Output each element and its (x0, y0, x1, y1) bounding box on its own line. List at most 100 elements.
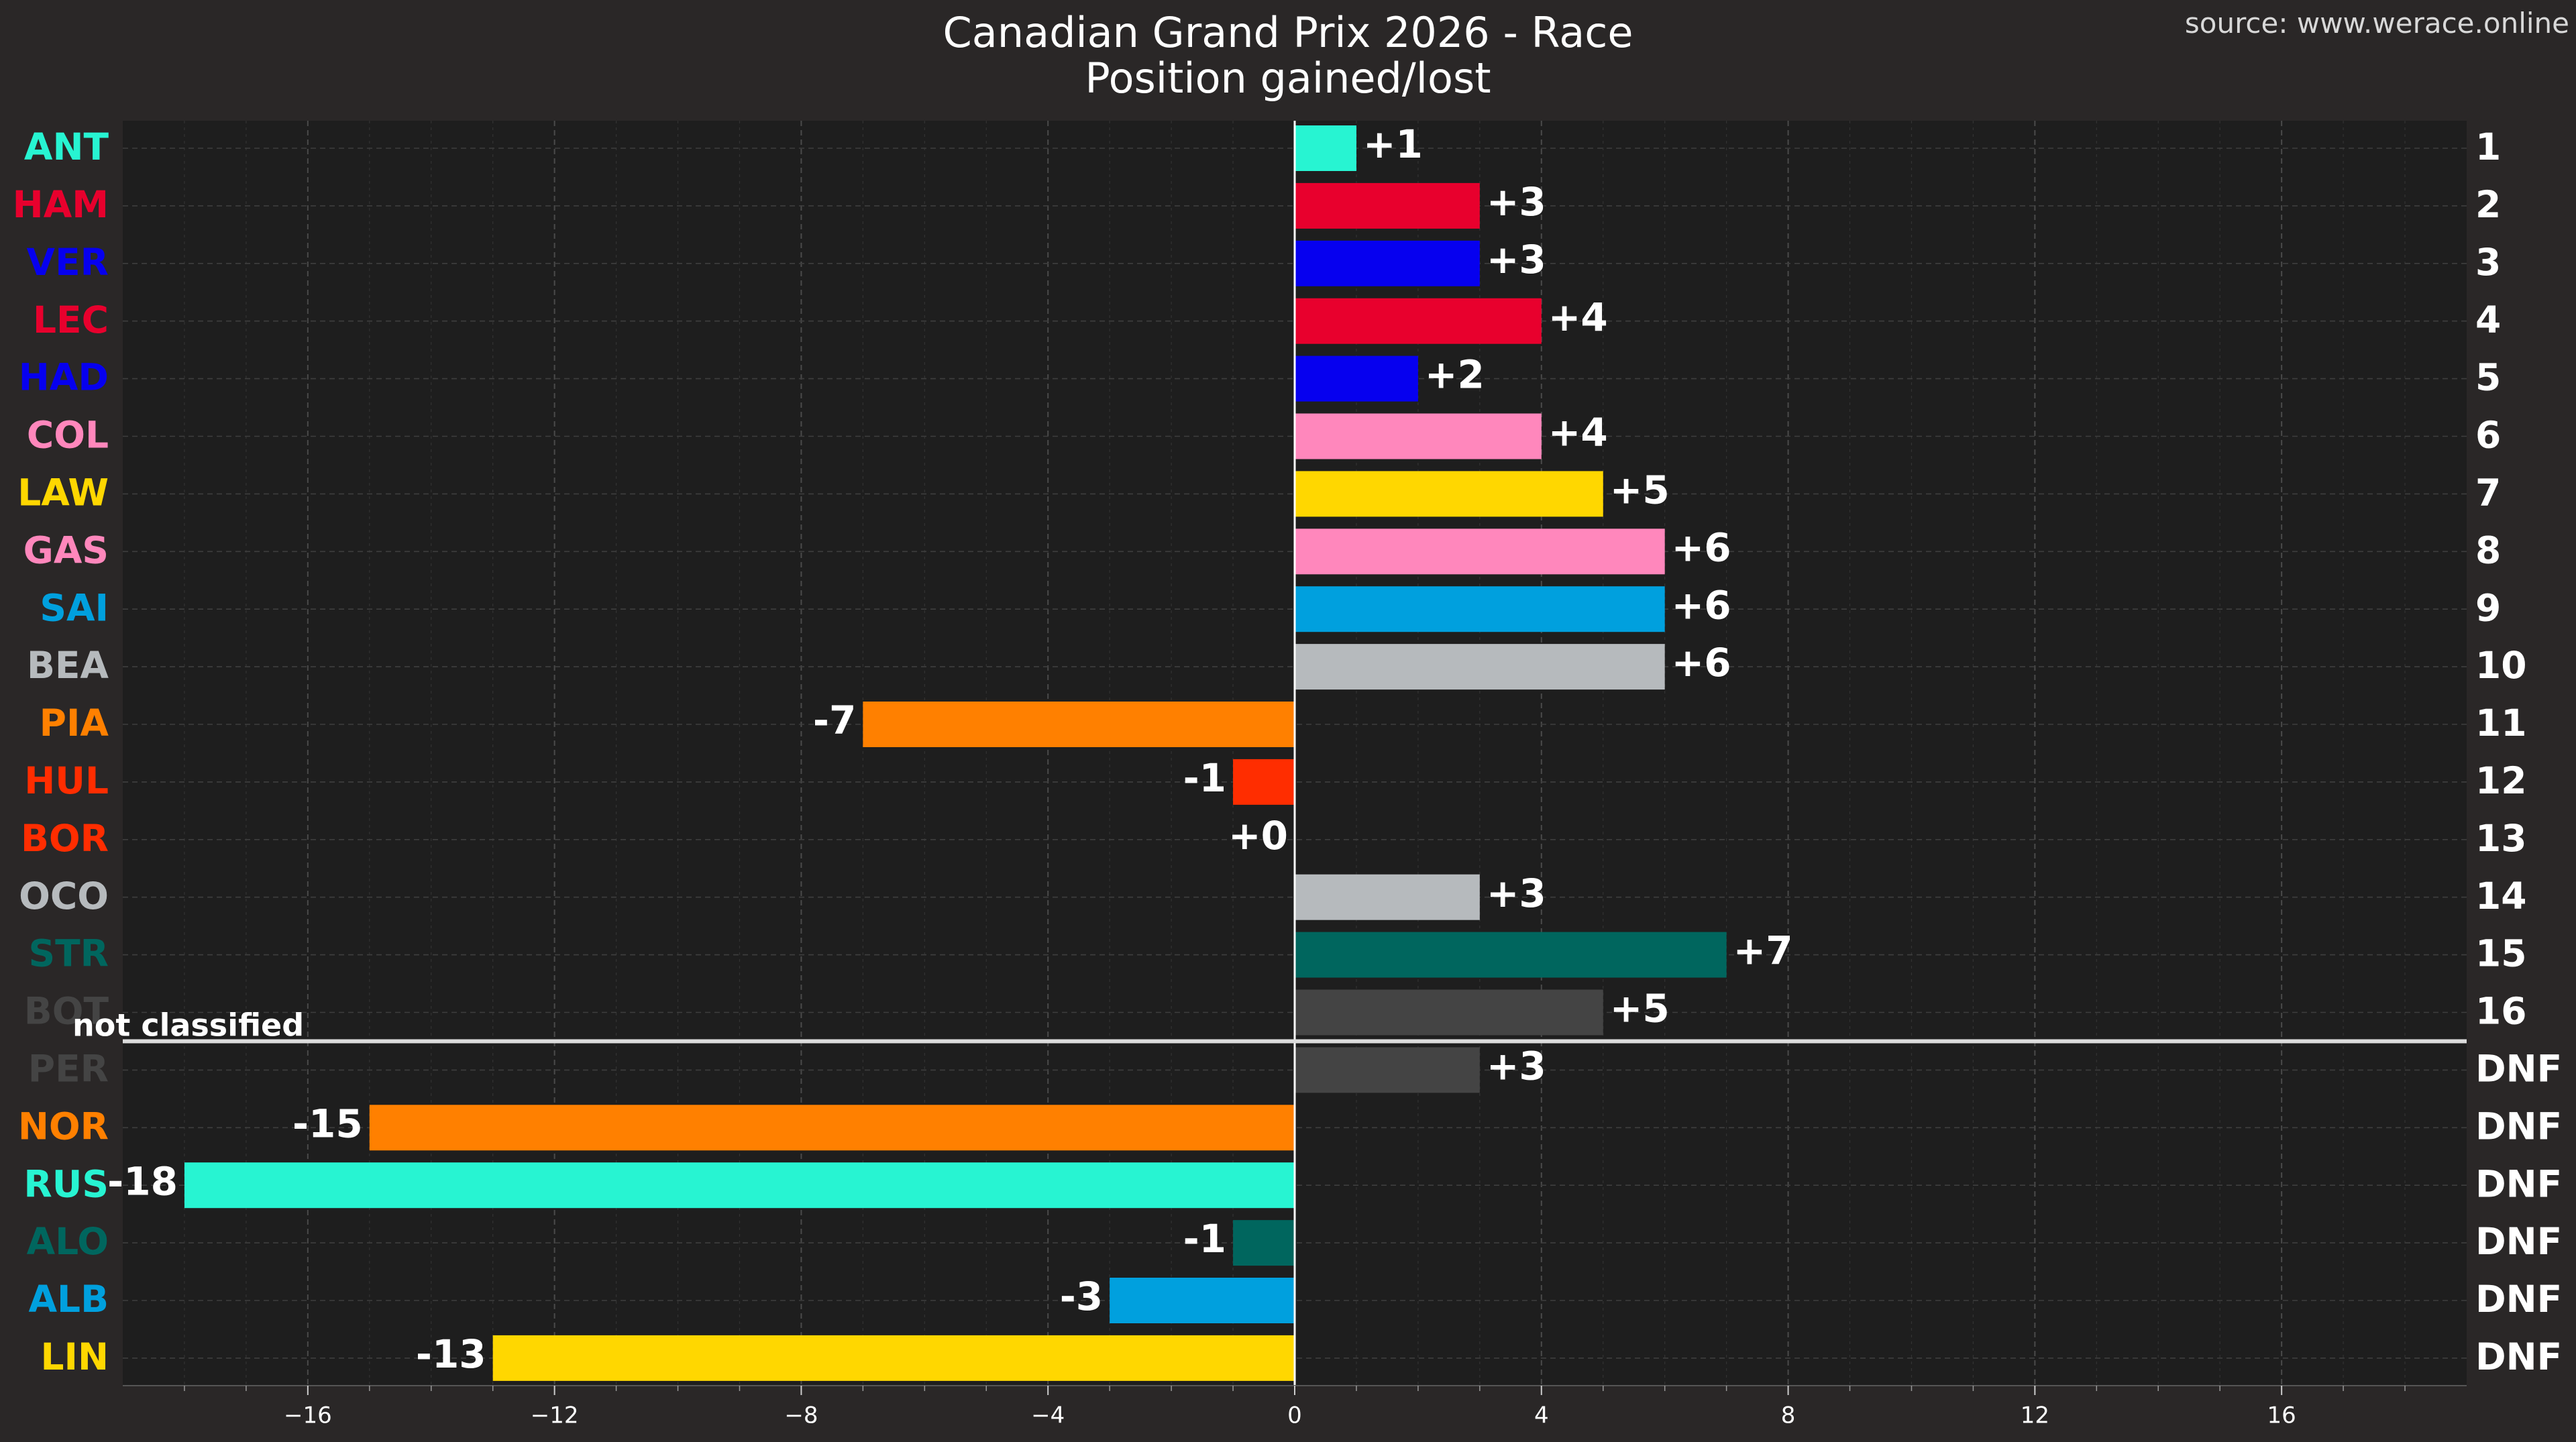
bar-sai (1295, 586, 1665, 632)
bar-alo (1233, 1220, 1295, 1266)
driver-label: ANT (24, 125, 109, 168)
finish-position-label: DNF (2475, 1278, 2562, 1321)
finish-position-label: 2 (2475, 183, 2501, 226)
chart-subtitle: Position gained/lost (1085, 54, 1491, 103)
finish-position-label: 13 (2475, 817, 2527, 860)
driver-label: VER (27, 241, 109, 284)
bar-rus (184, 1162, 1295, 1209)
finish-position-label: 1 (2475, 125, 2501, 168)
driver-label: STR (29, 932, 109, 975)
driver-label: LAW (17, 472, 109, 514)
finish-position-label: 16 (2475, 990, 2527, 1033)
value-label: +4 (1548, 410, 1608, 455)
finish-position-label: 5 (2475, 356, 2501, 399)
bar-nor (369, 1105, 1295, 1151)
driver-label: SAI (40, 586, 109, 629)
bar-lec (1295, 298, 1542, 344)
driver-label: OCO (19, 875, 109, 918)
x-tick-label: 0 (1287, 1402, 1302, 1429)
not-classified-label: not classified (72, 1007, 304, 1043)
source-label: source: www.werace.online (2184, 7, 2569, 40)
value-label: +3 (1487, 179, 1546, 225)
driver-label: COL (27, 414, 109, 457)
bar-per (1295, 1047, 1480, 1093)
bar-hul (1233, 759, 1295, 805)
bar-col (1295, 413, 1542, 459)
bar-law (1295, 471, 1603, 517)
finish-position-label: 4 (2475, 298, 2501, 341)
driver-label: GAS (23, 529, 109, 571)
bar-had (1295, 355, 1418, 402)
driver-label: LEC (33, 298, 109, 341)
bar-str (1295, 932, 1727, 978)
driver-label: NOR (18, 1105, 109, 1148)
value-label: -15 (292, 1101, 363, 1146)
x-tick-label: −4 (1031, 1402, 1065, 1429)
value-label: +6 (1672, 524, 1731, 570)
bar-bea (1295, 644, 1665, 690)
driver-label: PIA (40, 702, 109, 744)
value-label: +1 (1363, 121, 1423, 167)
driver-label: BOT (24, 990, 109, 1033)
value-label: -18 (107, 1158, 178, 1204)
value-label: +2 (1425, 352, 1485, 398)
finish-position-label: DNF (2475, 1220, 2562, 1263)
driver-label: PER (28, 1048, 109, 1091)
finish-position-label: 11 (2475, 702, 2527, 744)
finish-position-label: 3 (2475, 241, 2501, 284)
finish-position-label: 14 (2475, 875, 2527, 918)
value-label: -13 (416, 1331, 486, 1377)
bar-ant (1295, 125, 1356, 171)
x-tick-label: −8 (784, 1402, 818, 1429)
finish-position-label: 9 (2475, 586, 2501, 629)
driver-label: HAD (19, 356, 109, 399)
finish-position-label: DNF (2475, 1048, 2562, 1091)
driver-label: RUS (23, 1162, 109, 1205)
finish-position-label: 10 (2475, 644, 2527, 687)
bar-ham (1295, 182, 1480, 229)
finish-position-label: DNF (2475, 1105, 2562, 1148)
x-tick-label: 8 (1781, 1402, 1796, 1429)
driver-label: ALO (27, 1220, 109, 1263)
bar-pia (863, 702, 1295, 747)
driver-label: ALB (28, 1278, 109, 1321)
value-label: +3 (1487, 871, 1546, 916)
value-label: +7 (1733, 928, 1793, 974)
bar-gas (1295, 529, 1665, 575)
x-tick-label: 16 (2267, 1402, 2296, 1429)
chart-title: Canadian Grand Prix 2026 - Race (943, 8, 1633, 57)
finish-position-label: 8 (2475, 529, 2501, 571)
x-tick-label: 12 (2021, 1402, 2049, 1429)
value-label: +3 (1487, 1044, 1546, 1089)
bar-lin (492, 1335, 1295, 1381)
x-tick-label: −12 (531, 1402, 579, 1429)
driver-label: BEA (27, 644, 109, 687)
driver-label: HAM (13, 183, 109, 226)
finish-position-label: 7 (2475, 472, 2501, 514)
driver-label: HUL (24, 759, 109, 802)
finish-position-label: 6 (2475, 414, 2501, 457)
value-label: +6 (1672, 640, 1731, 685)
bar-alb (1110, 1278, 1295, 1323)
bar-oco (1295, 874, 1480, 920)
value-label: +4 (1548, 294, 1608, 340)
value-label: -1 (1183, 1216, 1226, 1262)
finish-position-label: 12 (2475, 759, 2527, 802)
value-label: +5 (1610, 467, 1670, 513)
finish-position-label: DNF (2475, 1335, 2562, 1378)
driver-label: BOR (21, 817, 109, 860)
value-label: +3 (1487, 237, 1546, 282)
x-tick-label: −16 (284, 1402, 332, 1429)
finish-position-label: DNF (2475, 1162, 2562, 1205)
x-tick-label: 4 (1534, 1402, 1549, 1429)
value-label: +0 (1228, 813, 1288, 858)
value-label: +6 (1672, 582, 1731, 628)
value-label: -3 (1060, 1274, 1103, 1319)
driver-label: LIN (40, 1335, 109, 1378)
value-label: +5 (1610, 986, 1670, 1032)
finish-position-label: 15 (2475, 932, 2527, 975)
bar-ver (1295, 240, 1480, 286)
value-label: -1 (1183, 755, 1226, 801)
value-label: -7 (813, 698, 856, 743)
